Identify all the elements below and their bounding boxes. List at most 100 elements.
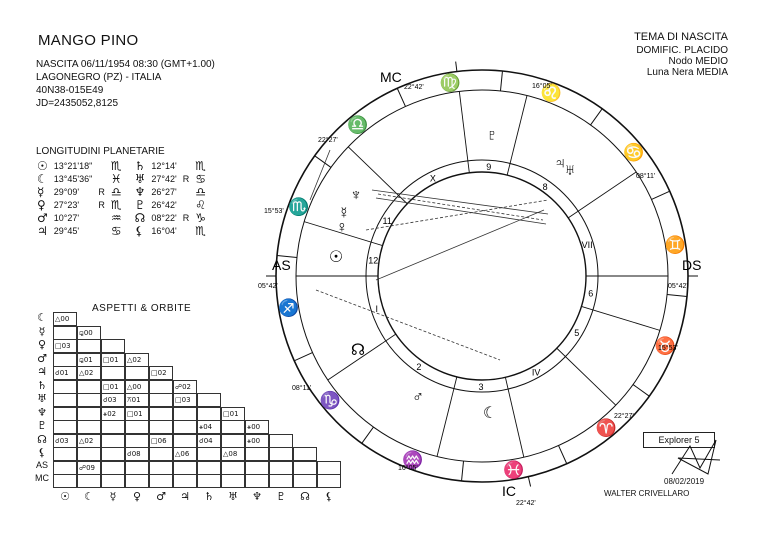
planet-glyph: ♅ <box>564 162 576 179</box>
planet-glyph: ☊ <box>351 342 365 359</box>
aspect-line <box>315 289 501 361</box>
cusp-degree: 22°27' <box>614 412 634 420</box>
aspect-row-label: ♇ <box>37 419 47 432</box>
longitude-v2: 16°04' <box>151 226 177 236</box>
sign-divider <box>632 384 650 397</box>
birth-line: NASCITA 06/11/1954 08:30 (GMT+1.00) <box>36 59 215 70</box>
axis-tick <box>527 476 532 487</box>
house-cusp <box>327 333 397 381</box>
longitudes-title: LONGITUDINI PLANETARIE <box>36 146 165 157</box>
aspect-line <box>377 193 544 221</box>
person-name: MANGO PINO <box>38 32 139 49</box>
cusp-degree: 15°53' <box>658 344 678 352</box>
longitude-r1: R <box>98 200 105 210</box>
planet-glyph: ☉ <box>329 249 343 266</box>
sign-divider <box>667 293 688 297</box>
house-number: 5 <box>574 328 579 338</box>
longitude-r2: R <box>182 213 190 223</box>
aspect-col-label: ♅ <box>228 489 238 503</box>
sign-glyph: ♈ <box>596 418 617 438</box>
aspect-cell <box>149 474 173 488</box>
aspect-line <box>309 149 331 201</box>
house-cusp <box>581 305 661 331</box>
longitude-g2: ♆ <box>134 185 146 199</box>
house-cusp <box>567 171 637 219</box>
aspect-cell <box>317 474 341 488</box>
sign-glyph: ♐ <box>278 298 299 318</box>
sign-glyph: ♊ <box>665 234 686 254</box>
house-cusp <box>436 376 458 457</box>
longitude-g1: ☾ <box>37 172 48 186</box>
house-number: I <box>376 304 379 314</box>
sign-glyph: ♎ <box>347 114 368 134</box>
aspect-cell <box>77 474 101 488</box>
house-number: IV <box>532 368 541 378</box>
longitude-r2: R <box>182 174 190 184</box>
planet-glyph: ♀ <box>336 219 348 236</box>
planet-glyph: ♇ <box>486 127 498 144</box>
longitude-s2: ♑ <box>195 211 206 225</box>
longitude-g2: ☊ <box>134 211 146 225</box>
cusp-degree: 08°11' <box>636 172 655 180</box>
longitudes-table: ☉ 13°21'18" ♏ ♄ 12°14' ♏ ☾ 13°45'36" ♓ ♅ 27°42' R ♋ ☿… <box>34 160 209 238</box>
planet-glyph: ☿ <box>338 205 350 222</box>
longitude-v1: 27°23' <box>53 200 80 210</box>
longitude-s1: ♋ <box>110 224 122 238</box>
longitude-s2: ♏ <box>195 159 206 173</box>
sign-divider <box>590 108 603 126</box>
aspect-col-label: ♂ <box>156 489 166 503</box>
house-number: 6 <box>588 288 593 298</box>
aspect-col-label: ♇ <box>276 489 286 503</box>
longitude-r1: R <box>98 187 105 197</box>
longitude-row: ♀ 27°23' R ♏ ♇ 26°42' ♌ <box>34 199 209 212</box>
sign-glyph: ♍ <box>440 73 461 93</box>
planet-glyph: ☾ <box>483 405 497 422</box>
longitude-g2: ♄ <box>134 159 146 173</box>
longitude-v1: 10°27' <box>53 213 80 223</box>
cusp-degree: 05°42' <box>668 282 688 290</box>
house-cusp <box>506 95 528 176</box>
longitude-row: ♃ 29°45' ♋ ⚸ 16°04' ♏ <box>34 225 209 238</box>
angle-label: AS <box>272 257 291 273</box>
aspect-cell <box>245 474 269 488</box>
longitude-s1: ♏ <box>110 159 122 173</box>
longitude-g2: ♅ <box>134 172 146 186</box>
aspects-title: ASPETTI & ORBITE <box>92 303 192 314</box>
cusp-degree: 22°42' <box>516 499 536 507</box>
longitude-v1: 13°45'36" <box>53 174 93 184</box>
axis-tick <box>455 61 458 72</box>
angle-label: MC <box>380 69 402 85</box>
house-number: 11 <box>383 216 392 226</box>
sign-divider <box>651 190 670 200</box>
cusp-degree: 15°53' <box>264 207 284 215</box>
house-cusp <box>556 347 617 406</box>
house-cusp <box>458 91 470 173</box>
sign-divider <box>499 70 503 91</box>
longitude-v2: 08°22' <box>151 213 177 223</box>
house-ring <box>365 159 599 393</box>
aspect-row-label: AS <box>35 459 48 470</box>
aspect-row-label: ☊ <box>37 432 47 446</box>
aspect-row-label: ♄ <box>37 378 47 392</box>
aspect-cell <box>221 474 245 488</box>
aspect-col-label: ☉ <box>60 489 70 503</box>
longitude-s1: ♏ <box>110 198 122 212</box>
lilith-type: Luna Nera MEDIA <box>646 67 728 78</box>
aspect-line <box>375 209 545 281</box>
sign-divider <box>396 88 406 107</box>
house-number: VII <box>582 240 593 250</box>
chart-title: TEMA DI NASCITA <box>634 31 728 43</box>
aspect-cell <box>173 474 197 488</box>
planet-glyph: ♃ <box>554 155 566 172</box>
house-system: DOMIFIC. PLACIDO <box>636 45 728 56</box>
longitude-row: ♂ 10°27' ♒ ☊ 08°22' R ♑ <box>34 212 209 225</box>
longitude-v1: 29°45' <box>53 226 80 236</box>
longitude-s2: ♌ <box>195 198 206 212</box>
sign-divider <box>361 426 374 444</box>
cusp-degree: 22°42' <box>404 83 424 91</box>
longitude-s2: ♏ <box>195 224 206 238</box>
longitude-g1: ☿ <box>37 185 45 199</box>
aspect-col-label: ♄ <box>204 489 214 503</box>
sign-divider <box>276 255 297 259</box>
